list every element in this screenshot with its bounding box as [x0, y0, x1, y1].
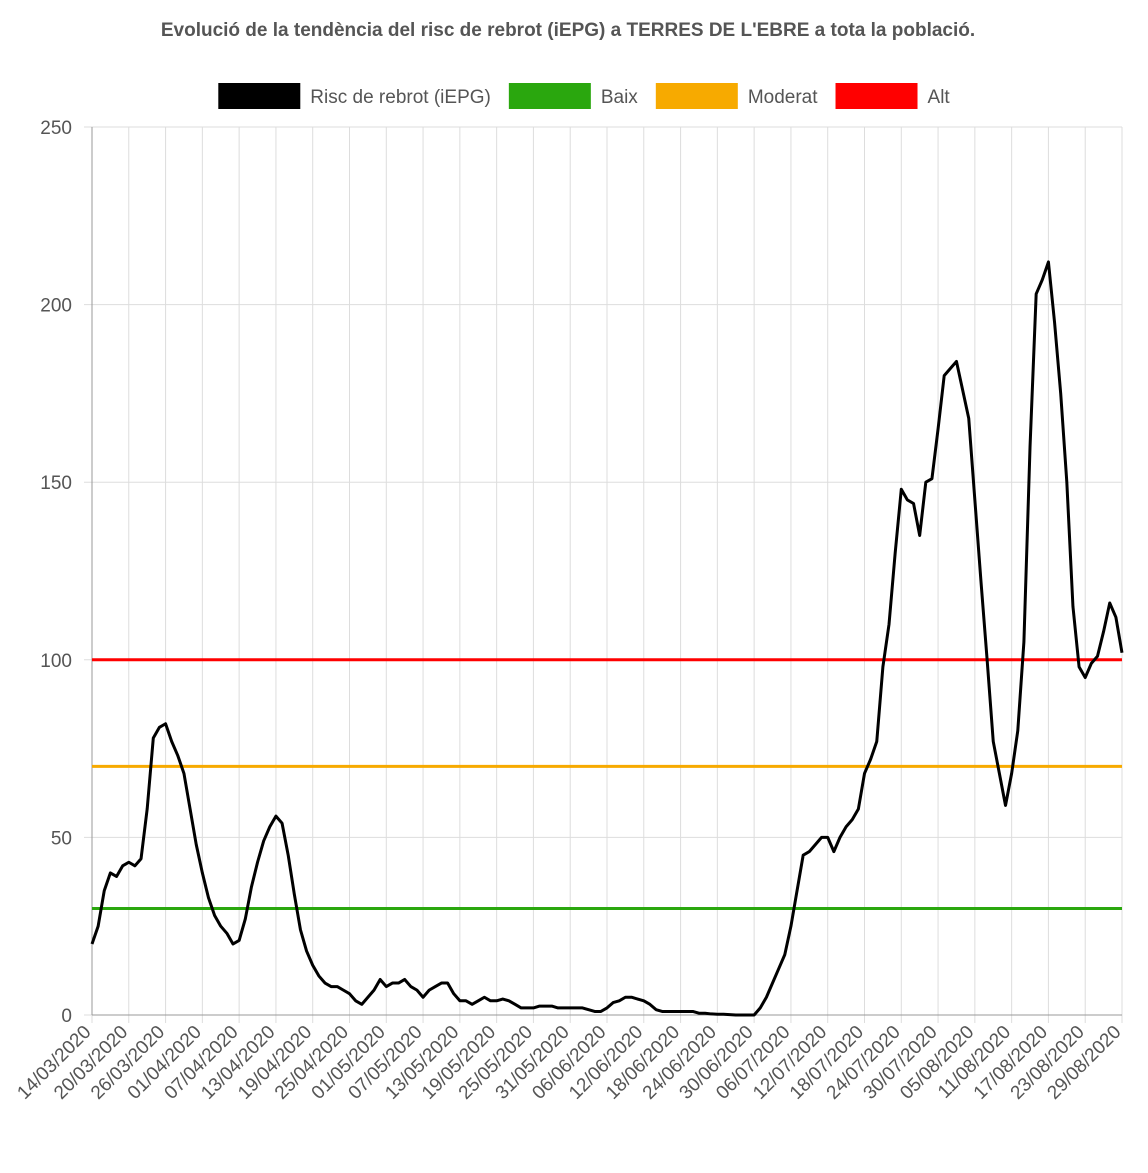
y-tick-label: 150 — [40, 473, 72, 494]
y-tick-label: 100 — [40, 651, 72, 672]
data-line — [90, 260, 1124, 1017]
legend-swatch — [218, 83, 301, 109]
chart-title: Evolució de la tendència del risc de reb… — [161, 20, 975, 41]
legend-label: Moderat — [748, 87, 818, 108]
y-tick-label: 50 — [51, 828, 72, 849]
legend-swatch — [508, 83, 591, 109]
legend-swatch — [835, 83, 918, 109]
legend-swatch — [655, 83, 738, 109]
legend-label: Alt — [928, 87, 951, 108]
legend-label: Risc de rebrot (iEPG) — [310, 87, 491, 108]
legend-label: Baix — [601, 87, 638, 108]
y-tick-label: 250 — [40, 118, 72, 139]
y-tick-label: 0 — [61, 1006, 72, 1027]
legend: Risc de rebrot (iEPG) Baix Moderat Alt — [218, 83, 950, 109]
y-tick-label: 200 — [40, 296, 72, 317]
